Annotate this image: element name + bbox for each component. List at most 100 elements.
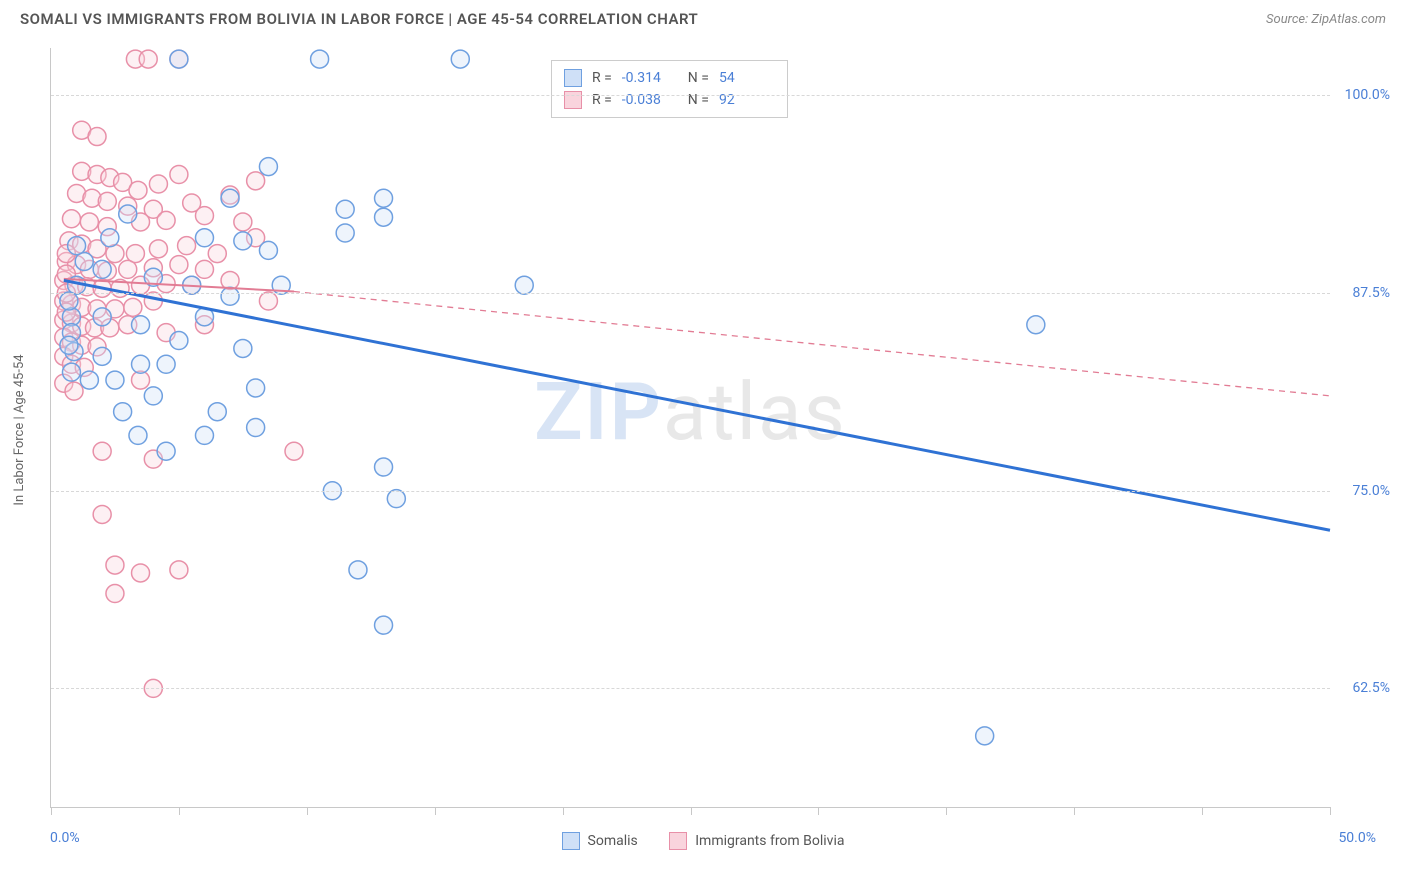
scatter-point [157, 442, 175, 460]
scatter-point [62, 210, 80, 228]
x-tick [435, 807, 436, 815]
scatter-point [247, 172, 265, 190]
scatter-point [93, 505, 111, 523]
scatter-point [976, 727, 994, 745]
scatter-point [129, 426, 147, 444]
scatter-point [195, 229, 213, 247]
legend-item-b: Immigrants from Bolivia [669, 832, 844, 850]
scatter-point [80, 213, 98, 231]
y-axis-label: In Labor Force | Age 45-54 [12, 354, 27, 505]
scatter-point [178, 237, 196, 255]
x-tick [946, 807, 947, 815]
scatter-point [336, 224, 354, 242]
scatter-point [157, 211, 175, 229]
scatter-point [234, 339, 252, 357]
scatter-point [132, 316, 150, 334]
scatter-point [149, 240, 167, 258]
scatter-point [80, 371, 98, 389]
chart-plot-area: ZIPatlas R = -0.314 N = 54 R = -0.038 N … [50, 48, 1330, 808]
y-tick-label: 87.5% [1352, 285, 1390, 301]
scatter-point [195, 207, 213, 225]
scatter-point [119, 260, 137, 278]
scatter-point [311, 50, 329, 68]
x-tick [307, 807, 308, 815]
y-tick-label: 75.0% [1352, 483, 1390, 499]
scatter-point [221, 189, 239, 207]
scatter-point [157, 355, 175, 373]
chart-source: Source: ZipAtlas.com [1266, 12, 1386, 27]
y-tick-label: 62.5% [1352, 680, 1390, 696]
gridline [51, 491, 1330, 492]
gridline [51, 688, 1330, 689]
x-tick [51, 807, 52, 815]
legend-label-b: Immigrants from Bolivia [695, 833, 844, 849]
scatter-point [106, 371, 124, 389]
scatter-point [170, 256, 188, 274]
scatter-point [114, 403, 132, 421]
scatter-point [285, 442, 303, 460]
gridline [51, 95, 1330, 96]
scatter-point [98, 192, 116, 210]
scatter-point [106, 556, 124, 574]
scatter-point [247, 419, 265, 437]
legend-label-a: Somalis [588, 833, 638, 849]
swatch-blue-icon [562, 832, 580, 850]
scatter-point [88, 128, 106, 146]
scatter-point [106, 585, 124, 603]
x-tick [691, 807, 692, 815]
x-tick [563, 807, 564, 815]
scatter-point [93, 260, 111, 278]
trend-line [64, 280, 1330, 530]
scatter-point [132, 355, 150, 373]
scatter-point [129, 181, 147, 199]
x-tick [1202, 807, 1203, 815]
scatter-point [60, 336, 78, 354]
scatter-point [93, 347, 111, 365]
swatch-pink-icon [669, 832, 687, 850]
scatter-point [101, 229, 119, 247]
scatter-point [144, 387, 162, 405]
legend-series: Somalis Immigrants from Bolivia [0, 832, 1406, 854]
scatter-point [234, 232, 252, 250]
legend-item-a: Somalis [562, 832, 638, 850]
scatter-point [259, 292, 277, 310]
scatter-point [375, 458, 393, 476]
scatter-point [149, 175, 167, 193]
scatter-point [68, 237, 86, 255]
scatter-point [375, 189, 393, 207]
scatter-point [132, 564, 150, 582]
scatter-point [349, 561, 367, 579]
scatter-point [119, 205, 137, 223]
chart-title: SOMALI VS IMMIGRANTS FROM BOLIVIA IN LAB… [20, 10, 698, 28]
scatter-point [259, 158, 277, 176]
scatter-point [170, 50, 188, 68]
scatter-point [375, 616, 393, 634]
scatter-point [144, 292, 162, 310]
scatter-point [195, 426, 213, 444]
scatter-point [375, 208, 393, 226]
gridline [51, 293, 1330, 294]
scatter-point [170, 166, 188, 184]
scatter-point [60, 292, 78, 310]
scatter-point [124, 298, 142, 316]
scatter-point [259, 241, 277, 259]
scatter-point [208, 245, 226, 263]
scatter-point [221, 287, 239, 305]
scatter-point [93, 308, 111, 326]
y-tick-label: 100.0% [1345, 87, 1390, 103]
scatter-point [62, 363, 80, 381]
scatter-point [195, 260, 213, 278]
x-tick [179, 807, 180, 815]
scatter-point [515, 276, 533, 294]
scatter-point [65, 382, 83, 400]
scatter-point [234, 213, 252, 231]
scatter-point [170, 561, 188, 579]
scatter-point [93, 442, 111, 460]
scatter-point [451, 50, 469, 68]
x-tick [818, 807, 819, 815]
x-tick [1074, 807, 1075, 815]
scatter-point [336, 200, 354, 218]
trend-line [294, 292, 1330, 396]
scatter-point [247, 379, 265, 397]
scatter-point [208, 403, 226, 421]
